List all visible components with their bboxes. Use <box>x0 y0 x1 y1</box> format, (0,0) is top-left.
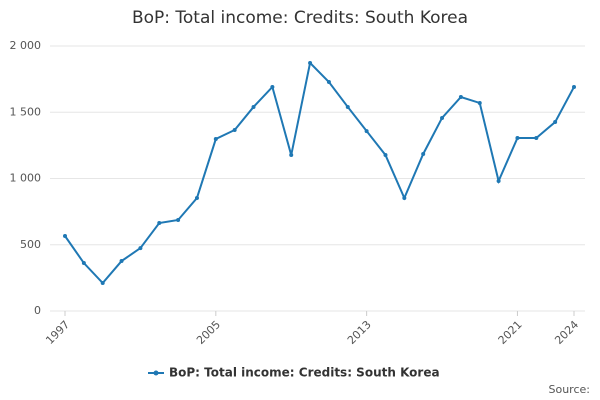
point <box>81 261 86 266</box>
point <box>232 128 237 133</box>
point <box>100 281 105 286</box>
point <box>289 153 294 158</box>
y-tick-label: 500 <box>20 238 41 251</box>
source: Source: <box>549 383 591 396</box>
y-tick-label: 0 <box>34 304 41 317</box>
point <box>308 60 313 65</box>
point <box>326 80 331 85</box>
x-tick-label: 2005 <box>194 318 223 347</box>
x-tick-label: 2024 <box>552 318 581 347</box>
point <box>176 217 181 222</box>
point <box>270 84 275 89</box>
legend-marker <box>153 370 159 376</box>
point <box>251 104 256 109</box>
point <box>553 120 558 125</box>
legend-label: BoP: Total income: Credits: South Korea <box>169 366 440 380</box>
point <box>138 246 143 251</box>
point <box>119 259 124 264</box>
point <box>534 135 539 140</box>
point <box>63 234 67 239</box>
point <box>402 195 407 200</box>
point <box>572 84 576 89</box>
point <box>157 221 162 226</box>
point <box>213 137 218 142</box>
x-tick-label: 2021 <box>496 318 525 347</box>
chart-title: BoP: Total income: Credits: South Korea <box>132 8 468 28</box>
x-tick-label: 1997 <box>43 318 72 347</box>
point <box>194 195 199 200</box>
point <box>477 100 482 105</box>
line <box>64 60 575 285</box>
y-tick-label: 2 000 <box>10 39 42 52</box>
point <box>383 153 388 158</box>
x-tick-label: 2013 <box>345 318 374 347</box>
y-tick-label: 1 000 <box>10 172 42 185</box>
point <box>458 95 463 100</box>
point <box>364 129 369 134</box>
point <box>421 151 426 156</box>
point <box>440 115 445 120</box>
point <box>345 104 350 109</box>
point <box>496 179 501 184</box>
point <box>515 135 520 140</box>
y-tick-label: 1 500 <box>10 105 42 118</box>
